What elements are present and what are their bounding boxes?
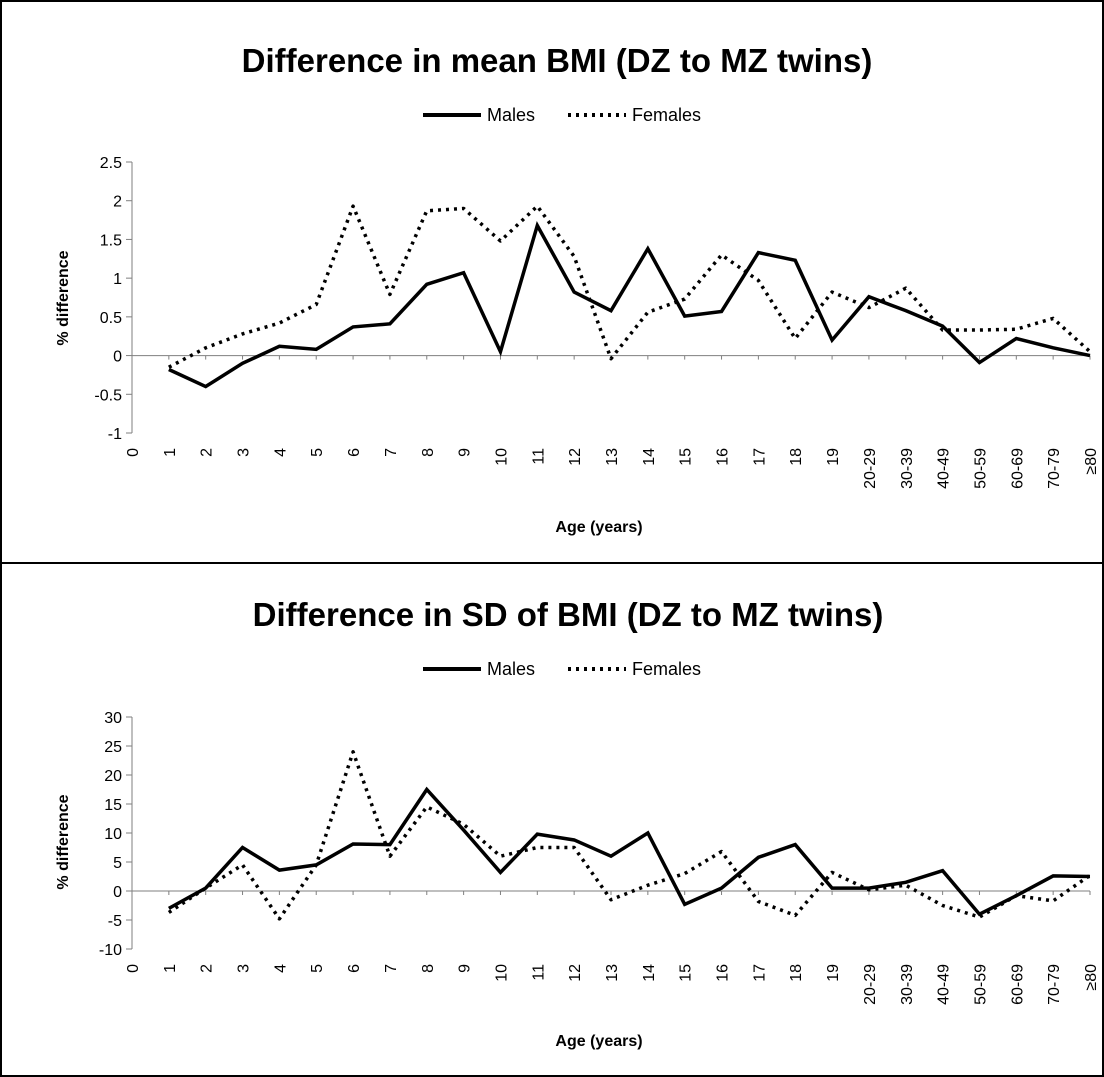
x-tick-label: 9 <box>457 964 474 973</box>
x-tick-label: 40-49 <box>936 964 953 1005</box>
x-tick-label: 50-59 <box>972 448 989 489</box>
series-line-females <box>167 750 1091 921</box>
y-tick-label: 0.5 <box>100 310 122 327</box>
x-tick-label: 16 <box>715 964 732 982</box>
series-line-males <box>168 220 1091 389</box>
y-tick-label: 10 <box>104 826 122 843</box>
x-tick-label: 70-79 <box>1046 448 1063 489</box>
x-tick-label: 15 <box>678 964 695 982</box>
y-tick-label: -1 <box>108 426 122 443</box>
x-tick-label: 10 <box>493 448 510 466</box>
x-tick-label: 11 <box>530 964 547 981</box>
x-tick-label: 1 <box>162 964 179 973</box>
x-tick-label: 7 <box>383 964 400 973</box>
x-tick-label: 3 <box>236 964 253 973</box>
series-line-females <box>168 204 1092 369</box>
x-tick-label: 6 <box>346 448 363 457</box>
x-tick-label: 13 <box>604 448 621 466</box>
legend: Males Females <box>423 105 701 125</box>
x-tick-label: 60-69 <box>1009 964 1026 1005</box>
mean-bmi-chart: Difference in mean BMI (DZ to MZ twins) … <box>55 42 1100 536</box>
y-tick-label: 2 <box>113 194 122 211</box>
x-axis-title: Age (years) <box>555 1033 642 1050</box>
series-line-males <box>168 786 1091 917</box>
x-tick-label: 15 <box>678 448 695 466</box>
x-tick-label: 2 <box>199 448 216 457</box>
legend-label-males: Males <box>487 105 535 125</box>
x-tick-label: 10 <box>493 964 510 982</box>
x-tick-label: 9 <box>457 448 474 457</box>
x-tick-label: ≥80 <box>1083 964 1100 991</box>
legend-label-females: Females <box>632 105 701 125</box>
x-axis-title: Age (years) <box>555 519 642 536</box>
y-axis-title: % difference <box>55 794 72 889</box>
x-tick-label: 6 <box>346 964 363 973</box>
x-tick-label: 50-59 <box>972 964 989 1005</box>
x-tick-label: 3 <box>236 448 253 457</box>
x-tick-label: 17 <box>751 964 768 982</box>
x-tick-label: 30-39 <box>899 448 916 489</box>
y-tick-label: 1 <box>113 271 122 288</box>
x-tick-label: 30-39 <box>899 964 916 1005</box>
x-tick-label: 0 <box>125 448 142 457</box>
y-axis-title: % difference <box>55 250 72 345</box>
x-tick-label: 14 <box>641 448 658 466</box>
x-tick-label: 12 <box>567 448 584 466</box>
x-tick-label: 8 <box>420 964 437 973</box>
legend-label-females: Females <box>632 659 701 679</box>
x-tick-label: 18 <box>788 448 805 466</box>
x-tick-label: 16 <box>715 448 732 466</box>
x-tick-label: 12 <box>567 964 584 982</box>
chart-title: Difference in SD of BMI (DZ to MZ twins) <box>253 596 884 633</box>
y-tick-label: 5 <box>113 855 122 872</box>
y-tick-label: 0 <box>113 349 122 366</box>
y-tick-label: 1.5 <box>100 232 122 249</box>
x-tick-label: ≥80 <box>1083 448 1100 475</box>
legend: Males Females <box>423 659 701 679</box>
x-tick-label: 60-69 <box>1009 448 1026 489</box>
y-tick-label: -10 <box>99 942 122 959</box>
x-tick-label: 13 <box>604 964 621 982</box>
y-tick-label: -5 <box>108 913 122 930</box>
y-tick-label: 25 <box>104 739 122 756</box>
y-tick-label: 20 <box>104 768 122 785</box>
y-tick-label: 15 <box>104 797 122 814</box>
y-tick-label: 30 <box>104 710 122 727</box>
x-tick-label: 4 <box>272 964 289 973</box>
x-tick-label: 14 <box>641 964 658 982</box>
x-tick-label: 4 <box>272 448 289 457</box>
x-tick-label: 20-29 <box>862 964 879 1005</box>
x-tick-label: 11 <box>530 448 547 465</box>
x-tick-label: 40-49 <box>936 448 953 489</box>
sd-bmi-panel: Difference in SD of BMI (DZ to MZ twins)… <box>0 562 1104 1077</box>
x-tick-label: 0 <box>125 964 142 973</box>
y-tick-label: 2.5 <box>100 155 122 172</box>
chart-title: Difference in mean BMI (DZ to MZ twins) <box>242 42 873 79</box>
x-tick-label: 8 <box>420 448 437 457</box>
y-tick-label: -0.5 <box>94 387 122 404</box>
x-tick-label: 5 <box>309 964 326 973</box>
x-tick-label: 7 <box>383 448 400 457</box>
x-tick-label: 2 <box>199 964 216 973</box>
x-tick-label: 1 <box>162 448 179 457</box>
x-tick-label: 19 <box>825 964 842 982</box>
x-tick-label: 19 <box>825 448 842 466</box>
mean-bmi-panel: Difference in mean BMI (DZ to MZ twins) … <box>0 0 1104 564</box>
sd-bmi-chart: Difference in SD of BMI (DZ to MZ twins)… <box>55 596 1100 1050</box>
y-tick-label: 0 <box>113 884 122 901</box>
x-tick-label: 5 <box>309 448 326 457</box>
legend-label-males: Males <box>487 659 535 679</box>
x-tick-label: 17 <box>751 448 768 466</box>
x-tick-label: 20-29 <box>862 448 879 489</box>
x-tick-label: 18 <box>788 964 805 982</box>
x-tick-label: 70-79 <box>1046 964 1063 1005</box>
